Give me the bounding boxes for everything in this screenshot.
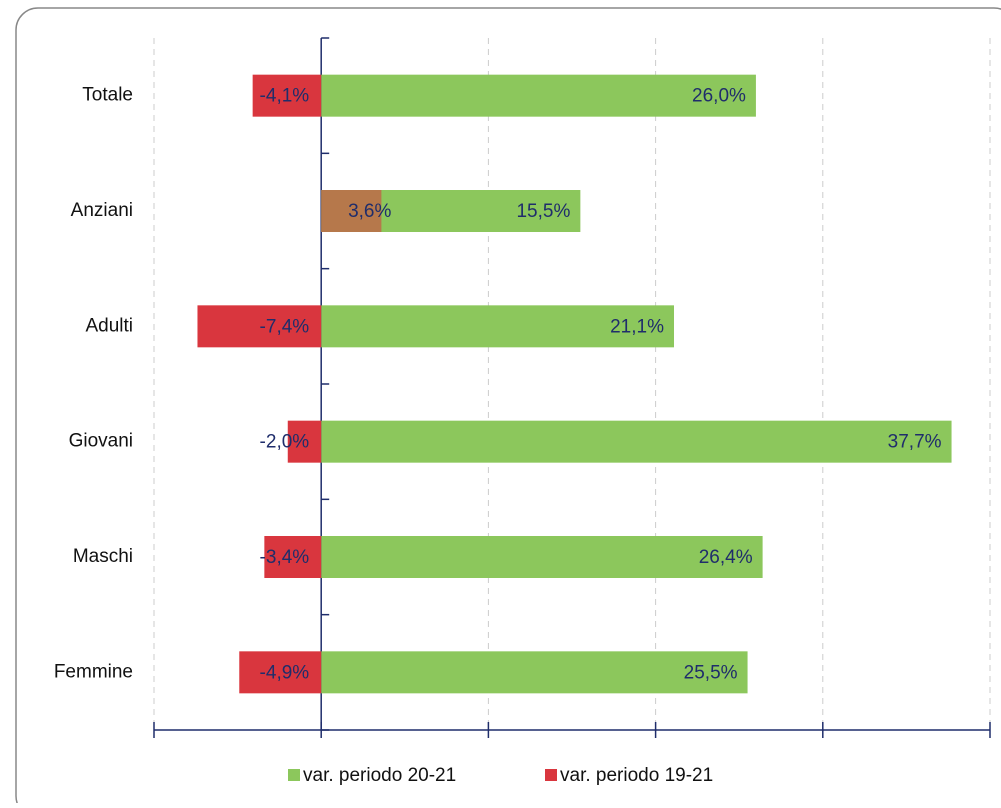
- data-label: 26,4%: [699, 547, 753, 568]
- data-label: -4,9%: [260, 662, 310, 683]
- bar: [321, 651, 748, 694]
- data-label: -7,4%: [260, 316, 310, 337]
- data-label: 25,5%: [684, 662, 738, 683]
- bar: [321, 74, 756, 117]
- legend-swatch: [288, 769, 300, 781]
- legend-swatch: [545, 769, 557, 781]
- bar: [264, 536, 322, 578]
- data-label: 21,1%: [610, 316, 664, 337]
- data-label: -4,1%: [260, 86, 310, 107]
- y-tick-label: Anziani: [71, 200, 133, 221]
- legend-label: var. periodo 20-21: [303, 765, 456, 786]
- bar: [321, 420, 952, 463]
- data-label: 3,6%: [348, 201, 391, 222]
- data-label: 15,5%: [516, 201, 570, 222]
- data-label: -2,0%: [260, 432, 310, 453]
- data-label: -3,4%: [260, 547, 310, 568]
- y-tick-label: Totale: [82, 85, 133, 106]
- legend-label: var. periodo 19-21: [560, 765, 713, 786]
- data-label: 37,7%: [888, 432, 942, 453]
- y-tick-label: Maschi: [73, 546, 133, 567]
- y-tick-label: Giovani: [69, 431, 133, 452]
- y-tick-label: Femmine: [54, 661, 133, 682]
- bar: [321, 305, 674, 348]
- bar: [321, 190, 382, 232]
- bar: [197, 305, 322, 348]
- data-label: 26,0%: [692, 86, 746, 107]
- bar: [252, 74, 322, 117]
- bar: [287, 420, 322, 463]
- chart-border: [15, 7, 1001, 808]
- bar: [239, 651, 322, 694]
- y-tick-label: Adulti: [85, 315, 133, 336]
- bar: [321, 536, 763, 578]
